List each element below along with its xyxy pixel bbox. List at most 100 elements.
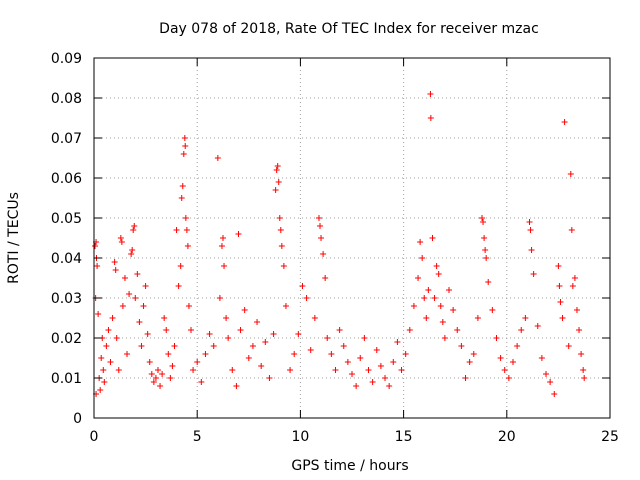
data-point <box>136 319 143 325</box>
data-point <box>181 135 188 141</box>
data-point <box>254 319 261 325</box>
data-point <box>118 239 125 245</box>
data-point <box>121 275 128 281</box>
data-point <box>322 275 329 281</box>
data-point <box>144 331 151 337</box>
data-point <box>128 251 135 257</box>
data-point <box>245 355 252 361</box>
data-point <box>324 335 331 341</box>
data-point <box>466 359 473 365</box>
data-point <box>527 227 534 233</box>
data-point <box>258 363 265 369</box>
data-point <box>266 375 273 381</box>
data-point <box>344 359 351 365</box>
data-point <box>148 371 155 377</box>
data-point <box>178 195 185 201</box>
data-point <box>493 335 500 341</box>
data-point <box>221 263 228 269</box>
data-point <box>373 347 380 353</box>
y-tick-label: 0.09 <box>51 51 82 67</box>
data-point <box>433 263 440 269</box>
data-point <box>109 315 116 321</box>
data-point <box>568 227 575 233</box>
data-point <box>272 187 279 193</box>
grid-lines <box>94 58 610 418</box>
data-point <box>126 291 133 297</box>
data-point <box>129 247 136 253</box>
data-point <box>369 379 376 385</box>
axis-ticks <box>93 57 611 419</box>
data-point <box>437 303 444 309</box>
data-point <box>112 267 119 273</box>
x-axis-title: GPS time / hours <box>291 458 408 474</box>
data-point <box>146 359 153 365</box>
y-tick-label: 0.03 <box>51 291 82 307</box>
y-tick-label: 0.06 <box>51 171 82 187</box>
data-point <box>559 315 566 321</box>
data-point <box>233 383 240 389</box>
data-point <box>101 379 108 385</box>
x-tick-label: 5 <box>193 429 202 445</box>
data-point <box>142 283 149 289</box>
data-point <box>131 223 138 229</box>
y-tick-label: 0.05 <box>51 211 82 227</box>
data-point <box>353 383 360 389</box>
y-tick-label: 0.04 <box>51 251 82 267</box>
data-point <box>220 235 226 241</box>
data-point <box>150 379 157 385</box>
data-point <box>95 311 102 317</box>
data-point <box>152 375 159 381</box>
data-point <box>278 243 285 249</box>
data-point <box>576 327 583 333</box>
data-points <box>92 91 588 397</box>
data-point <box>483 255 490 261</box>
data-point <box>431 295 438 301</box>
data-point <box>274 163 281 169</box>
data-point <box>167 375 174 381</box>
x-tick-label: 10 <box>291 429 309 445</box>
data-point <box>280 263 287 269</box>
data-point <box>382 375 389 381</box>
data-point <box>581 375 588 381</box>
data-point <box>100 367 107 373</box>
data-point <box>551 391 558 397</box>
data-point <box>130 227 137 233</box>
data-point <box>182 143 189 149</box>
data-point <box>107 359 114 365</box>
data-point <box>340 343 347 349</box>
data-point <box>441 335 448 341</box>
data-point <box>169 363 176 369</box>
data-point <box>526 219 533 225</box>
y-tick-label: 0.08 <box>51 91 82 107</box>
y-tick-label: 0.02 <box>51 331 82 347</box>
data-point <box>474 315 481 321</box>
data-point <box>528 247 535 253</box>
data-point <box>237 327 244 333</box>
data-point <box>332 367 339 373</box>
data-point <box>194 359 201 365</box>
data-point <box>450 307 457 313</box>
data-point <box>134 271 141 277</box>
data-point <box>303 295 310 301</box>
data-point <box>163 327 170 333</box>
data-point <box>291 351 298 357</box>
data-point <box>522 315 529 321</box>
data-point <box>138 343 145 349</box>
data-point <box>111 259 118 265</box>
data-point <box>415 275 422 281</box>
data-point <box>419 255 426 261</box>
data-point <box>235 231 242 237</box>
x-tick-label: 0 <box>90 429 99 445</box>
data-point <box>117 235 124 241</box>
data-point <box>555 263 562 269</box>
data-point <box>509 359 516 365</box>
data-point <box>446 287 453 293</box>
data-point <box>320 251 327 257</box>
x-tick-label: 20 <box>498 429 516 445</box>
data-point <box>421 295 428 301</box>
data-point <box>262 339 269 345</box>
x-tick-label: 15 <box>395 429 413 445</box>
y-tick-label: 0.01 <box>51 371 82 387</box>
data-point <box>394 339 401 345</box>
data-point <box>132 295 139 301</box>
